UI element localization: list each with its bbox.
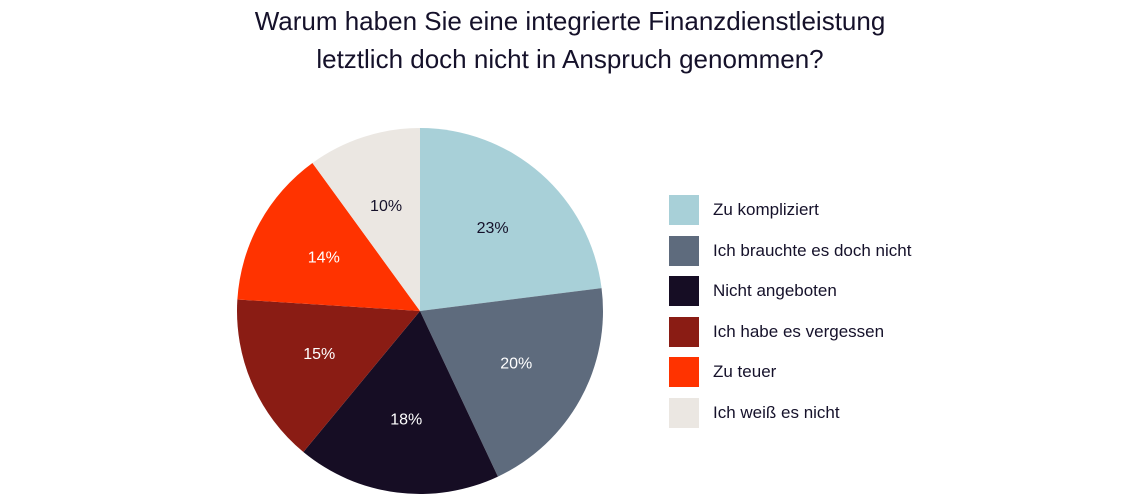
pie-slice-label-zu-kompliziert: 23% xyxy=(477,220,509,237)
legend-label: Ich brauchte es doch nicht xyxy=(713,240,912,260)
pie-slice-label-zu-teuer: 14% xyxy=(308,250,340,267)
legend-item-nicht-angeboten: Nicht angeboten xyxy=(669,275,911,307)
legend-swatch xyxy=(669,235,699,266)
legend-label: Ich habe es vergessen xyxy=(713,321,885,341)
legend-swatch xyxy=(669,195,699,225)
chart-title: Warum haben Sie eine integrierte Finanzd… xyxy=(0,2,1140,78)
chart-legend: Zu kompliziert Ich brauchte es doch nich… xyxy=(669,194,911,438)
legend-label: Ich weiß es nicht xyxy=(713,402,840,422)
pie-slice-zu-teuer xyxy=(237,162,420,311)
legend-label: Zu kompliziert xyxy=(713,200,819,219)
pie-slice-labels: 23% 20% 18% 15% 14% 10% xyxy=(303,198,532,428)
pie-slice-ich-brauchte-es-doch-nicht xyxy=(420,288,603,477)
legend-swatch xyxy=(669,276,699,307)
legend-swatch xyxy=(669,316,699,347)
chart-title-line-2: letztlich doch nicht in Anspruch genomme… xyxy=(316,44,824,74)
pie-slices xyxy=(237,128,603,494)
legend-label: Nicht angeboten xyxy=(713,281,837,301)
chart-title-line-1: Warum haben Sie eine integrierte Finanzd… xyxy=(254,6,886,36)
legend-item-zu-kompliziert: Zu kompliziert xyxy=(669,194,911,226)
pie-slice-label-nicht-angeboten: 18% xyxy=(390,411,422,428)
pie-slice-label-ich-weiss-es-nicht: 10% xyxy=(370,198,402,215)
pie-slice-label-ich-brauchte-es-doch-nicht: 20% xyxy=(500,355,532,372)
legend-item-ich-brauchte-es-doch-nicht: Ich brauchte es doch nicht xyxy=(669,235,911,267)
legend-item-zu-teuer: Zu teuer xyxy=(669,356,911,388)
pie-slice-ich-weiss-es-nicht xyxy=(312,128,420,311)
legend-swatch xyxy=(669,357,699,388)
pie-slice-zu-kompliziert xyxy=(420,128,602,311)
legend-item-ich-weiss-es-nicht: Ich weiß es nicht xyxy=(669,397,911,429)
legend-label: Zu teuer xyxy=(713,362,777,382)
legend-swatch xyxy=(669,397,699,428)
pie-slice-label-ich-habe-es-vergessen: 15% xyxy=(303,346,335,363)
pie-slice-nicht-angeboten xyxy=(303,311,498,494)
pie-slice-ich-habe-es-vergessen xyxy=(237,299,420,453)
legend-item-ich-habe-es-vergessen: Ich habe es vergessen xyxy=(669,316,911,348)
